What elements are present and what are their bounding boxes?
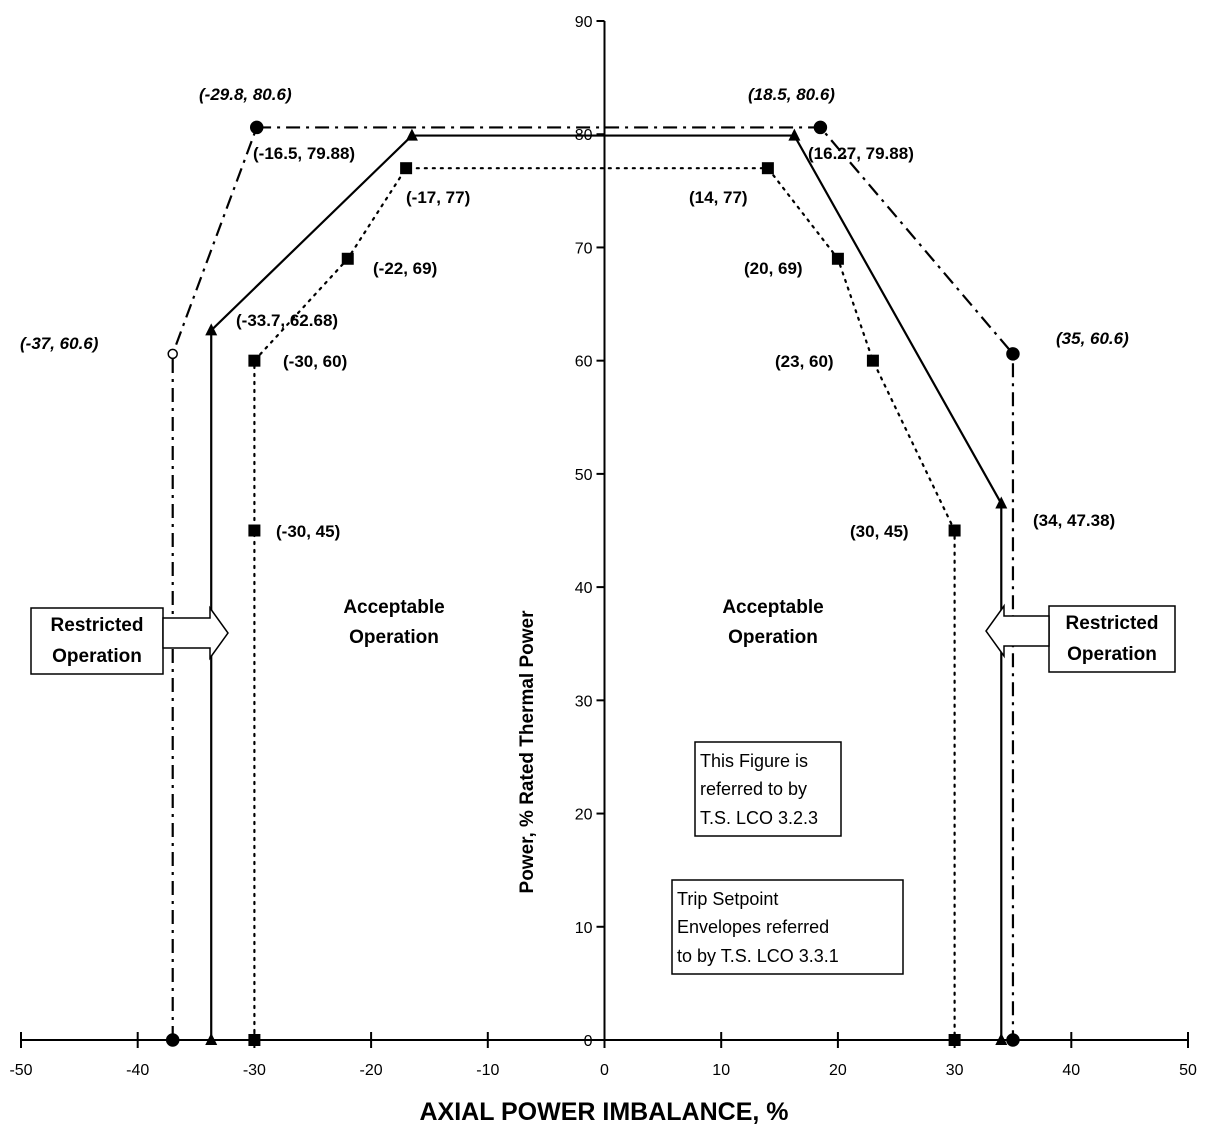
note-lco-331: Trip Setpoint Envelopes referred to by T…	[671, 879, 904, 975]
series-layer	[171, 126, 1015, 1042]
point-label: (23, 60)	[775, 352, 834, 371]
y-tick-label: 90	[575, 14, 593, 31]
point-label: (35, 60.6)	[1056, 329, 1129, 348]
restricted-right-arrow	[985, 603, 1050, 659]
acceptable-left-line1: Acceptable	[343, 597, 444, 618]
point-label: (-22, 69)	[373, 259, 437, 278]
square-marker	[948, 1034, 961, 1046]
x-tick-label: 50	[1179, 1062, 1197, 1079]
y-tick-label: 20	[575, 807, 593, 824]
restricted-left-box	[30, 607, 164, 675]
restricted-right-callout: Restricted Operation	[985, 603, 1176, 673]
note-lco-323-line2: referred to by	[700, 779, 807, 799]
square-marker	[831, 252, 844, 265]
x-tick-label: 20	[829, 1062, 847, 1079]
circle-marker	[813, 120, 828, 135]
point-label: (20, 69)	[744, 259, 803, 278]
x-tick-label: 40	[1062, 1062, 1080, 1079]
triangle-marker	[205, 1033, 218, 1045]
y-tick-label: 0	[584, 1033, 593, 1050]
x-tick-label: 10	[712, 1062, 730, 1079]
note-lco-323-box	[694, 741, 842, 837]
x-tick-label: -20	[360, 1062, 383, 1079]
point-label: (-37, 60.6)	[20, 334, 99, 353]
square-marker	[948, 524, 961, 537]
point-label: (-33.7, 62.68)	[236, 311, 338, 330]
triangle-marker	[995, 496, 1008, 509]
markers-layer	[165, 120, 1020, 1047]
x-tick-label: 0	[600, 1062, 609, 1079]
y-tick-label: 70	[575, 240, 593, 257]
point-label: (16.27, 79.88)	[808, 144, 914, 163]
x-tick-label: -40	[126, 1062, 149, 1079]
triangle-marker	[405, 128, 418, 141]
series-solid-line	[210, 134, 1003, 1040]
point-label: (-17, 77)	[406, 188, 470, 207]
circle-marker	[165, 1033, 180, 1047]
note-lco-323: This Figure is referred to by T.S. LCO 3…	[694, 741, 842, 837]
acceptable-right-line1: Acceptable	[722, 597, 823, 618]
x-tick-label: -30	[243, 1062, 266, 1079]
x-tick-label: 30	[946, 1062, 964, 1079]
y-tick-label: 60	[575, 354, 593, 371]
circle-marker	[1006, 347, 1020, 361]
circle-marker	[249, 120, 264, 135]
point-labels: (-29.8, 80.6) (18.5, 80.6) (-16.5, 79.88) (…	[20, 85, 1129, 541]
x-tick-label: -10	[476, 1062, 499, 1079]
point-label: (14, 77)	[689, 188, 748, 207]
note-lco-331-line3: to by T.S. LCO 3.3.1	[677, 946, 839, 966]
note-lco-331-line1: Trip Setpoint	[677, 889, 778, 909]
note-lco-323-line3: T.S. LCO 3.2.3	[700, 808, 818, 828]
restricted-right-line2: Operation	[1067, 644, 1157, 665]
square-marker	[400, 162, 413, 175]
note-lco-323-line1: This Figure is	[700, 751, 808, 771]
point-label: (30, 45)	[850, 522, 909, 541]
restricted-left-callout: Restricted Operation	[30, 605, 229, 675]
x-tick-label: -50	[9, 1062, 32, 1079]
x-axis-label: AXIAL POWER IMBALANCE, %	[420, 1098, 789, 1126]
square-marker	[341, 252, 354, 265]
note-lco-331-box	[671, 879, 904, 975]
square-marker	[248, 354, 261, 367]
point-label: (-30, 45)	[276, 522, 340, 541]
square-marker	[866, 354, 879, 367]
y-tick-label: 10	[575, 920, 593, 937]
point-label: (-30, 60)	[283, 352, 347, 371]
point-label: (-16.5, 79.88)	[253, 144, 355, 163]
circle-marker	[167, 348, 178, 360]
series-dotted-line	[253, 167, 956, 1042]
axes: -50 -40 -30 -20 -10 0 10 20 30 40 50 0 10 20 30 40 50 60 7…	[9, 14, 1197, 1079]
y-tick-label: 40	[575, 580, 593, 597]
restricted-left-line2: Operation	[52, 646, 142, 667]
square-marker	[761, 162, 774, 175]
point-label: (34, 47.38)	[1033, 511, 1115, 530]
point-label: (18.5, 80.6)	[748, 85, 835, 104]
square-marker	[248, 524, 261, 537]
acceptable-left-line2: Operation	[349, 627, 439, 648]
circle-marker	[1006, 1033, 1020, 1047]
triangle-marker	[205, 323, 218, 336]
series-dash-dot-line	[171, 126, 1015, 1040]
square-marker	[248, 1034, 261, 1046]
triangle-marker	[995, 1033, 1008, 1045]
point-label: (-29.8, 80.6)	[199, 85, 292, 104]
y-tick-label: 50	[575, 467, 593, 484]
note-lco-331-line2: Envelopes referred	[677, 917, 829, 937]
triangle-marker	[788, 128, 801, 141]
restricted-right-line1: Restricted	[1066, 613, 1159, 634]
y-axis-label: Power, % Rated Thermal Power	[517, 610, 538, 894]
y-tick-label: 30	[575, 693, 593, 710]
acceptable-right-line2: Operation	[728, 627, 818, 648]
restricted-left-line1: Restricted	[51, 615, 144, 636]
restricted-left-arrow	[162, 605, 229, 661]
